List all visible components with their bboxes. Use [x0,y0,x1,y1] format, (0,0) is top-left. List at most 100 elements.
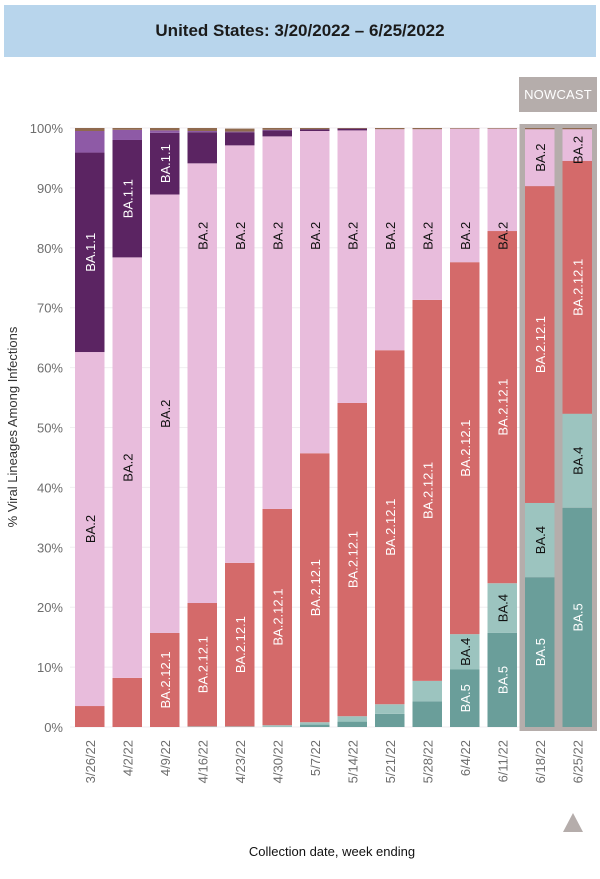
bar-segment-b-1-1-529[interactable] [225,131,255,133]
bar-segment-ba-5[interactable] [375,713,405,727]
bar-segment-ba-2-12-1[interactable] [150,632,180,727]
x-tick-label: 4/16/22 [195,740,210,783]
bar-segment-ba-2[interactable] [525,129,555,187]
bar-segment-ba-2[interactable] [150,194,180,633]
bar-segment-ba-2[interactable] [187,163,218,604]
bar-segment-ba-2[interactable] [112,257,143,678]
bar-segment-ba-2-12-1[interactable] [112,677,143,727]
bar-segment-ba-1-1[interactable] [150,132,180,195]
bar-segment-ba-2-12-1[interactable] [487,231,518,584]
segment-label: BA.2.12.1 [308,559,323,616]
bar-segment-other[interactable] [262,128,293,130]
segment-label: BA.5 [495,666,510,694]
scroll-up-arrow-icon[interactable] [563,813,583,832]
bar-segment-ba-2-12-1[interactable] [450,262,480,635]
bar-segment-ba-2-12-1[interactable] [75,706,105,727]
bar-stack[interactable] [187,128,218,728]
bar-stack[interactable] [525,128,555,727]
bar-segment-other[interactable] [375,128,405,130]
bar-segment-ba-2-12-1[interactable] [375,350,405,705]
bar-segment-ba-2[interactable] [487,128,518,232]
bar-segment-ba-4[interactable] [337,716,368,722]
bar-segment-ba-2[interactable] [375,129,405,351]
bar-segment-ba-4[interactable] [525,502,555,578]
bar-segment-ba-2-12-1[interactable] [225,562,255,727]
bar-segment-ba-4[interactable] [225,726,255,728]
bar-segment-ba-1-1[interactable] [75,152,105,353]
bar-segment-ba-2-12-1[interactable] [562,160,593,414]
x-tick-label: 5/21/22 [383,740,398,783]
bar-segment-ba-2[interactable] [300,130,330,454]
bar-segment-ba-2-12-1[interactable] [525,186,555,503]
bar-segment-ba-5[interactable] [487,632,518,727]
bar-stack[interactable] [450,128,480,727]
bar-segment-ba-2[interactable] [412,129,443,300]
bar-segment-ba-2-12-1[interactable] [187,603,218,727]
bar-segment-ba-4[interactable] [487,583,518,633]
bar-segment-other[interactable] [450,128,480,129]
bar-segment-ba-4[interactable] [562,413,593,508]
bar-segment-ba-5[interactable] [412,701,443,727]
bar-segment-ba-1-1[interactable] [262,130,293,137]
bar-segment-b-1-1-529[interactable] [112,129,143,140]
bar-segment-ba-4[interactable] [412,680,443,702]
segment-label: BA.2 [83,515,98,543]
bar-segment-ba-2-12-1[interactable] [300,453,330,723]
nowcast-toggle-button[interactable]: NOWCAST [519,77,597,112]
segment-label: BA.2.12.1 [533,316,548,373]
bar-segment-ba-1-1[interactable] [337,128,368,131]
bar-segment-ba-2[interactable] [225,145,255,563]
segment-label: BA.2 [233,222,248,250]
bar-segment-ba-2[interactable] [562,129,593,161]
bar-segment-other[interactable] [487,128,518,129]
bar-segment-other[interactable] [337,128,368,129]
bar-segment-other[interactable] [75,128,105,131]
bar-segment-other[interactable] [525,128,555,130]
bar-stack[interactable] [412,128,443,727]
bar-stack[interactable] [225,128,255,728]
bar-segment-ba-2[interactable] [337,130,368,403]
bar-segment-ba-1-1[interactable] [225,132,255,146]
bar-segment-ba-4[interactable] [450,634,480,670]
bar-stack[interactable] [300,128,330,727]
bar-stack[interactable] [262,128,293,727]
bar-segment-other[interactable] [150,128,180,131]
bar-segment-ba-4[interactable] [300,722,330,725]
bar-segment-ba-5[interactable] [562,507,593,727]
bar-segment-b-1-1-529[interactable] [262,129,293,131]
bar-segment-other[interactable] [412,128,443,130]
bar-segment-other[interactable] [300,128,330,130]
bar-segment-ba-5[interactable] [300,724,330,727]
bar-stack[interactable] [562,128,593,727]
bar-segment-ba-2-12-1[interactable] [262,508,293,726]
bar-segment-b-1-1-529[interactable] [75,130,105,153]
bar-segment-other[interactable] [187,128,218,131]
bar-segment-ba-4[interactable] [187,726,218,728]
bar-segment-ba-1-1[interactable] [300,129,330,131]
bar-stack[interactable] [487,128,518,727]
bar-segment-ba-2[interactable] [75,352,105,707]
bar-segment-ba-2-12-1[interactable] [412,299,443,681]
bar-segment-ba-5[interactable] [525,577,555,727]
bar-segment-ba-1-1[interactable] [112,139,143,258]
bar-segment-b-1-1-529[interactable] [150,130,180,133]
bar-segment-ba-5[interactable] [450,669,480,727]
bar-segment-ba-4[interactable] [375,704,405,714]
bar-segment-ba-2[interactable] [262,136,293,509]
bar-segment-other[interactable] [562,128,593,130]
bar-stack[interactable] [337,128,368,727]
gridlines [70,127,597,728]
bar-segment-ba-1-1[interactable] [187,132,218,164]
bar-stack[interactable] [112,128,143,727]
bar-stack[interactable] [75,128,105,727]
bar-segment-b-1-1-529[interactable] [187,130,218,133]
bar-segment-ba-2[interactable] [450,128,480,263]
bar-stack[interactable] [375,128,405,727]
bar-segment-ba-5[interactable] [337,721,368,727]
bar-segment-ba-4[interactable] [262,725,293,727]
bar-segment-other[interactable] [112,128,143,130]
bar-stack[interactable] [150,128,180,727]
bar-segment-ba-2-12-1[interactable] [337,402,368,717]
bar-segment-other[interactable] [225,128,255,132]
y-tick-label: 70% [37,301,63,316]
